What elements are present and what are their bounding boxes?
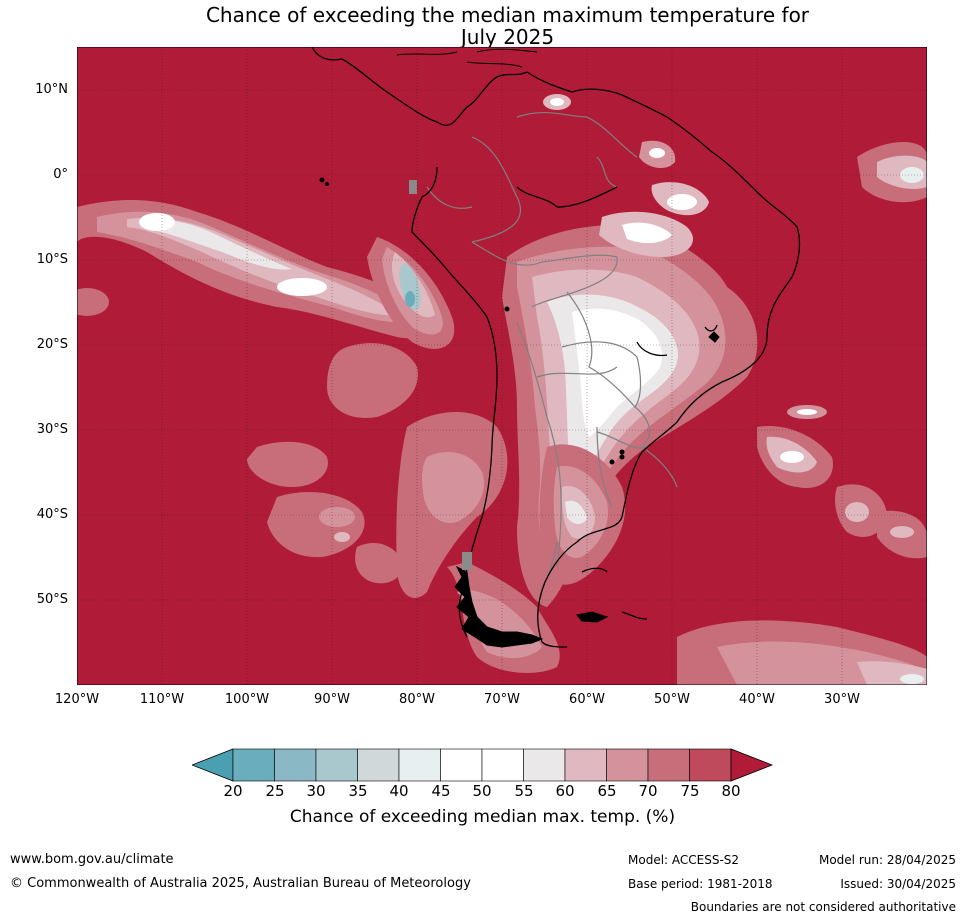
lat-label: 30°S — [36, 422, 68, 437]
lat-label: 50°S — [36, 592, 68, 607]
lat-label: 10°S — [36, 252, 68, 267]
map-title: Chance of exceeding the median maximum t… — [0, 4, 965, 48]
colorbar-tick: 80 — [721, 782, 741, 800]
website-link[interactable]: www.bom.gov.au/climate — [10, 852, 174, 867]
lat-label: 10°N — [35, 82, 68, 97]
colorbar-tick: 20 — [223, 782, 243, 800]
colorbar-tick: 30 — [306, 782, 326, 800]
colorbar-segment — [481, 748, 524, 782]
lon-label: 80°W — [399, 692, 435, 707]
lon-label: 50°W — [654, 692, 690, 707]
lat-label: 40°S — [36, 507, 68, 522]
colorbar-segment — [232, 748, 275, 782]
colorbar — [190, 748, 774, 782]
model-text: Model: ACCESS-S2 — [628, 853, 740, 867]
fjord-islands — [319, 177, 720, 648]
lon-label: 100°W — [224, 692, 270, 707]
lon-label: 70°W — [484, 692, 520, 707]
pacific-tongue-core — [147, 220, 292, 270]
colorbar-segment — [357, 748, 400, 782]
probability-map — [77, 47, 927, 685]
colorbar-tick: 65 — [597, 782, 617, 800]
title-line-2: July 2025 — [460, 25, 555, 49]
lon-label: 90°W — [314, 692, 350, 707]
model-run-text: Model run: 28/04/2025 — [818, 853, 956, 867]
copyright-text: © Commonwealth of Australia 2025, Austra… — [10, 876, 471, 891]
colorbar-segment — [523, 748, 566, 782]
colorbar-segment — [689, 748, 732, 782]
colorbar-tick: 75 — [680, 782, 700, 800]
interior-50 — [572, 308, 663, 437]
colorbar-tick: 25 — [265, 782, 285, 800]
lon-label: 30°W — [824, 692, 860, 707]
country-borders — [426, 111, 678, 578]
colorbar-segment — [398, 748, 441, 782]
base-period-text: Base period: 1981-2018 — [628, 877, 773, 891]
colorbar-arrow-low — [190, 748, 234, 782]
caribbean-islands — [396, 48, 538, 68]
colorbar-tick: 35 — [348, 782, 368, 800]
colorbar-tick: 70 — [638, 782, 658, 800]
colorbar-tick: 55 — [514, 782, 534, 800]
colorbar-segment — [564, 748, 607, 782]
lon-label: 40°W — [739, 692, 775, 707]
lat-label: 0° — [53, 167, 68, 182]
lon-label: 110°W — [139, 692, 185, 707]
colorbar-segment — [274, 748, 317, 782]
colorbar-label: Chance of exceeding median max. temp. (%… — [289, 807, 676, 827]
issued-text: Issued: 30/04/2025 — [840, 877, 956, 891]
lat-label: 20°S — [36, 337, 68, 352]
colorbar-segment — [315, 748, 358, 782]
lon-label: 120°W — [54, 692, 100, 707]
colorbar-tick: 50 — [472, 782, 492, 800]
lon-label: 60°W — [569, 692, 605, 707]
colorbar-tick: 40 — [389, 782, 409, 800]
colorbar-tick: 45 — [431, 782, 451, 800]
title-line-1: Chance of exceeding the median maximum t… — [205, 3, 810, 27]
disclaimer-text: Boundaries are not considered authoritat… — [690, 900, 956, 914]
map-gridlines — [77, 47, 927, 685]
colorbar-segment — [606, 748, 649, 782]
colorbar-segment — [440, 748, 483, 782]
colorbar-arrow-high — [730, 748, 774, 782]
colorbar-segment — [647, 748, 690, 782]
colorbar-tick: 60 — [555, 782, 575, 800]
